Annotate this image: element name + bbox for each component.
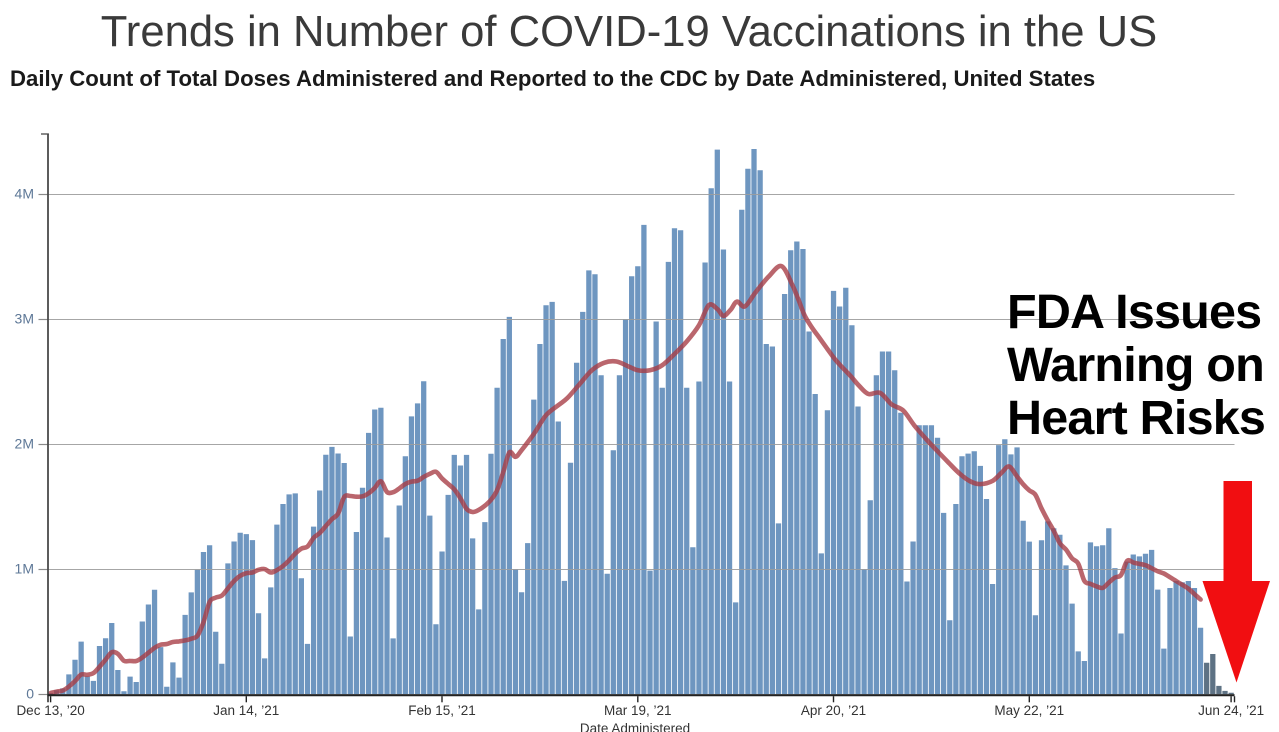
svg-text:1M: 1M xyxy=(15,561,34,577)
svg-text:2M: 2M xyxy=(15,436,34,452)
svg-text:Dec 13, ’20: Dec 13, ’20 xyxy=(16,703,84,718)
svg-text:May 22, ’21: May 22, ’21 xyxy=(994,703,1064,718)
svg-text:Apr 20, ’21: Apr 20, ’21 xyxy=(801,703,866,718)
svg-text:Jun 24, ’21: Jun 24, ’21 xyxy=(1198,703,1264,718)
svg-text:4M: 4M xyxy=(15,186,34,202)
svg-text:Date Administered: Date Administered xyxy=(580,721,690,732)
svg-text:Jan 14, ’21: Jan 14, ’21 xyxy=(213,703,279,718)
svg-text:0: 0 xyxy=(26,686,34,702)
svg-text:Mar 19, ’21: Mar 19, ’21 xyxy=(604,703,672,718)
svg-text:Feb 15, ’21: Feb 15, ’21 xyxy=(408,703,476,718)
svg-text:3M: 3M xyxy=(15,311,34,327)
